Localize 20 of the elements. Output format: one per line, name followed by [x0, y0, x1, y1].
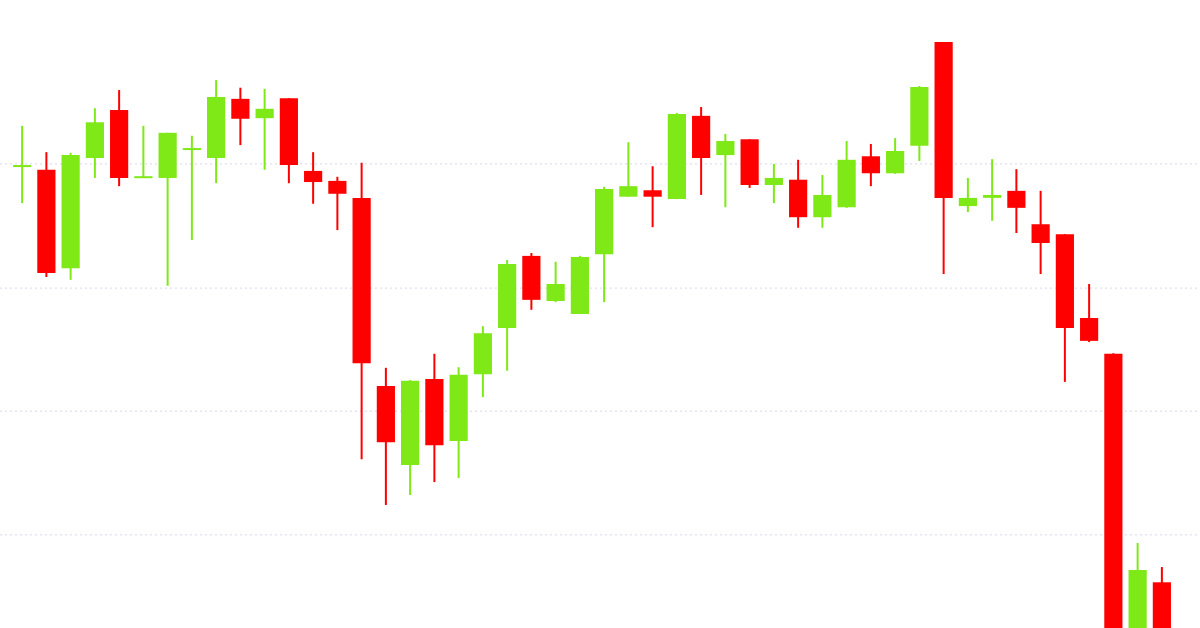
candlestick	[1007, 168, 1026, 235]
candlestick	[958, 176, 977, 213]
candlestick	[983, 158, 1002, 222]
candlestick	[546, 260, 565, 304]
candlestick	[328, 175, 347, 232]
candlestick	[716, 133, 735, 209]
candlestick	[886, 137, 905, 175]
candlestick	[231, 86, 250, 147]
candlestick	[813, 174, 832, 229]
candlestick	[255, 87, 274, 171]
candlestick	[643, 165, 662, 229]
candlestick	[861, 142, 880, 188]
candlestick	[1031, 189, 1050, 276]
candlestick	[13, 124, 32, 205]
candlestick	[134, 124, 153, 179]
candlestick	[619, 141, 638, 198]
candlestick	[764, 162, 783, 205]
candlestick	[304, 151, 323, 205]
candlestick	[182, 134, 201, 242]
candlestick	[1080, 283, 1099, 344]
